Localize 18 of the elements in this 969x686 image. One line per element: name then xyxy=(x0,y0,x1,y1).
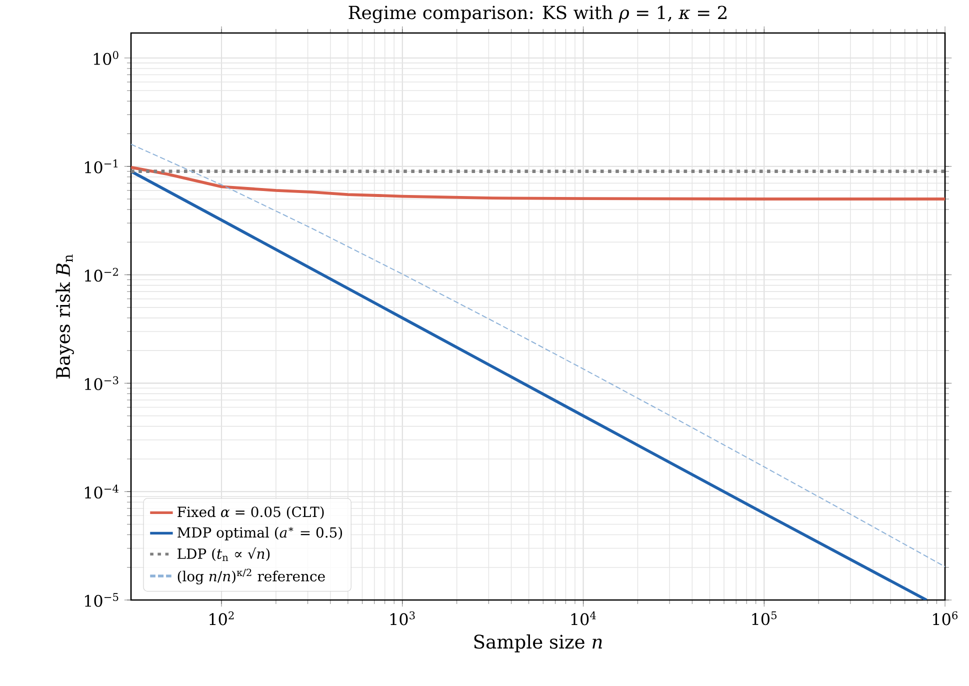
legend-label: Fixed α = 0.05 (CLT) xyxy=(178,506,324,520)
legend-label: (log n/n)$^{κ/2}$ reference xyxy=(178,568,325,584)
x-tick-label: 10$^{6}$ xyxy=(933,611,958,626)
y-tick-label: 10$^{−2}$ xyxy=(85,268,118,282)
y-tick-label: 10$^{−4}$ xyxy=(85,484,118,499)
x-tick-label: 10$^{5}$ xyxy=(752,611,777,626)
x-tick-label: 10$^{2}$ xyxy=(210,611,234,626)
y-tick-label: 10$^{−3}$ xyxy=(85,376,118,390)
x-axis-title: Sample size n xyxy=(474,634,602,652)
legend-label: MDP optimal (a$^{∗}$ = 0.5) xyxy=(177,526,342,540)
y-tick-label: 10$^{−5}$ xyxy=(85,593,118,607)
y-tick-label: 10$^{−1}$ xyxy=(85,159,118,174)
legend-label: LDP (t$_{n}$ ∝ √n) xyxy=(178,547,270,561)
chart-title: Regime comparison: KS with ρ = 1, κ = 2 xyxy=(348,5,726,23)
x-tick-label: 10$^{3}$ xyxy=(390,611,415,626)
y-tick-label: 10$^{0}$ xyxy=(94,51,118,65)
y-axis-title: Bayes risk B$_{n}$ xyxy=(56,254,74,378)
x-tick-label: 10$^{4}$ xyxy=(571,611,596,626)
